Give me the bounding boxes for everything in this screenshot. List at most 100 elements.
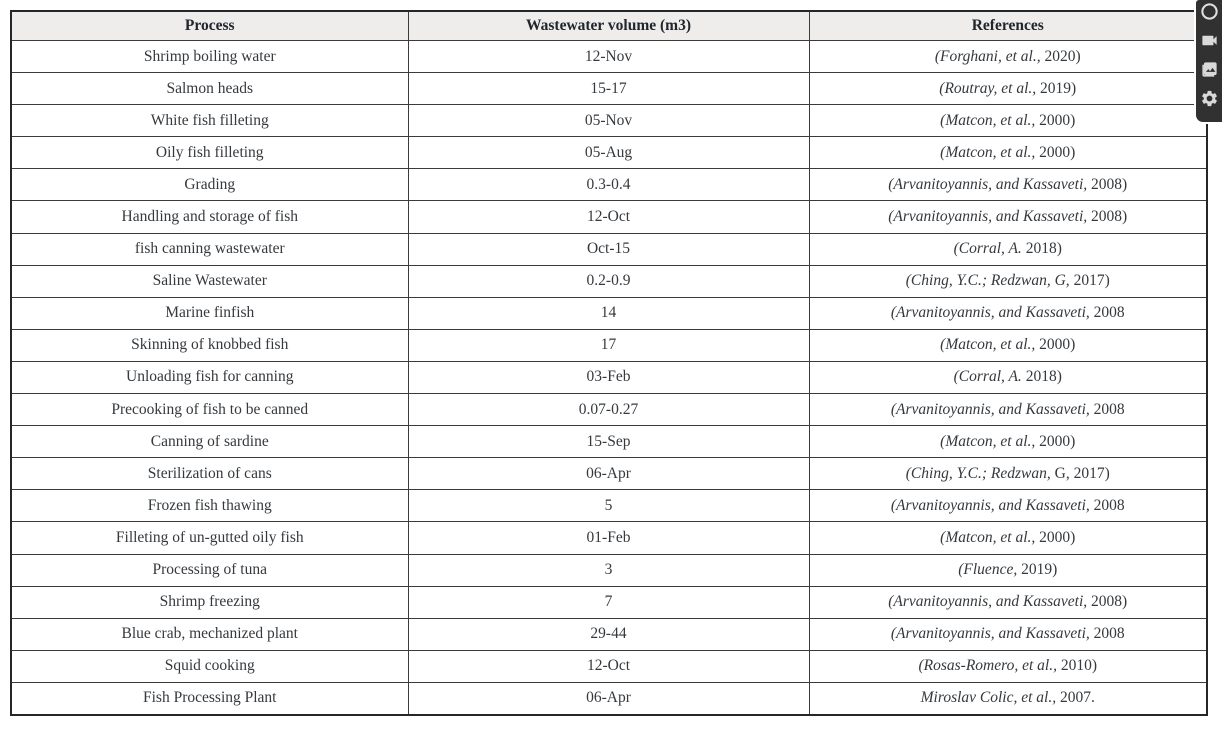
reference-cell: (Matcon, et al., 2000) bbox=[808, 136, 1208, 170]
reference-cell: (Ching, Y.C.; Redzwan, G, 2017) bbox=[808, 457, 1208, 491]
process-cell: Fish Processing Plant bbox=[10, 681, 409, 716]
reference-year: 2008 bbox=[1089, 304, 1125, 322]
table-row: Precooking of fish to be canned 0.07-0.2… bbox=[10, 393, 1208, 427]
reference-year: 2019) bbox=[1017, 561, 1058, 579]
volume-cell: 14 bbox=[407, 296, 810, 330]
volume-cell: 7 bbox=[407, 585, 810, 619]
process-cell: Sterilization of cans bbox=[10, 457, 409, 491]
volume-cell: 05-Aug bbox=[407, 136, 810, 170]
process-cell: Oily fish filleting bbox=[10, 136, 409, 170]
table-row: Shrimp boiling water 12-Nov (Forghani, e… bbox=[10, 39, 1208, 74]
table-row: Handling and storage of fish 12-Oct (Arv… bbox=[10, 200, 1208, 234]
volume-cell: Oct-15 bbox=[407, 232, 810, 266]
process-cell: Unloading fish for canning bbox=[10, 360, 409, 395]
process-cell: Shrimp boiling water bbox=[10, 39, 409, 74]
volume-cell: 12-Oct bbox=[407, 649, 810, 683]
volume-cell: 0.07-0.27 bbox=[407, 393, 810, 427]
reference-cell: (Rosas-Romero, et al., 2010) bbox=[808, 649, 1208, 683]
reference-year: 2017) bbox=[1069, 272, 1110, 290]
reference-italic: (Matcon, et al., bbox=[940, 528, 1036, 546]
table-row: Oily fish filleting 05-Aug (Matcon, et a… bbox=[10, 136, 1208, 170]
process-cell: Processing of tuna bbox=[10, 553, 409, 587]
image-capture-button[interactable] bbox=[1199, 60, 1219, 79]
reference-italic: (Corral, A. bbox=[953, 368, 1022, 386]
reference-cell: (Forghani, et al., 2020) bbox=[808, 39, 1208, 74]
process-cell: Saline Wastewater bbox=[10, 264, 409, 298]
col-header-volume: Wastewater volume (m3) bbox=[407, 10, 810, 41]
table-row: Grading 0.3-0.4 (Arvanitoyannis, and Kas… bbox=[10, 168, 1208, 202]
reference-cell: (Matcon, et al., 2000) bbox=[808, 521, 1208, 555]
reference-italic: (Arvanitoyannis, and Kassaveti, bbox=[888, 208, 1088, 226]
reference-italic: (Arvanitoyannis, and Kassaveti, bbox=[890, 304, 1090, 322]
record-circle-button[interactable] bbox=[1199, 2, 1219, 21]
table-row: fish canning wastewater Oct-15 (Corral, … bbox=[10, 232, 1208, 266]
volume-cell: 01-Feb bbox=[407, 521, 810, 555]
volume-cell: 29-44 bbox=[407, 617, 810, 651]
col-header-references: References bbox=[808, 10, 1208, 41]
table-row: Processing of tuna 3 (Fluence, 2019) bbox=[10, 553, 1208, 587]
volume-cell: 3 bbox=[407, 553, 810, 587]
process-cell: Precooking of fish to be canned bbox=[10, 393, 409, 427]
reference-cell: (Matcon, et al., 2000) bbox=[808, 104, 1208, 138]
reference-italic: (Matcon, et al., bbox=[940, 336, 1036, 354]
volume-cell: 15-17 bbox=[407, 72, 810, 106]
reference-cell: (Ching, Y.C.; Redzwan, G, 2017) bbox=[808, 264, 1208, 298]
reference-year: 2008 bbox=[1089, 400, 1125, 418]
reference-cell: (Arvanitoyannis, and Kassaveti, 2008 bbox=[808, 489, 1208, 523]
process-cell: Salmon heads bbox=[10, 72, 409, 106]
volume-cell: 06-Apr bbox=[407, 457, 810, 491]
volume-cell: 12-Nov bbox=[407, 39, 810, 74]
reference-italic: (Ching, Y.C.; Redzwan, G, bbox=[905, 272, 1070, 290]
reference-year: 2007. bbox=[1056, 689, 1095, 707]
reference-italic: (Ching, Y.C.; Redzwan, bbox=[905, 464, 1051, 482]
reference-italic: (Fluence, bbox=[958, 561, 1018, 579]
reference-year: 2008 bbox=[1089, 625, 1125, 643]
reference-cell: (Arvanitoyannis, and Kassaveti, 2008) bbox=[808, 585, 1208, 619]
reference-cell: (Corral, A. 2018) bbox=[808, 360, 1208, 395]
reference-year: 2008) bbox=[1087, 593, 1128, 611]
reference-italic: (Arvanitoyannis, and Kassaveti, bbox=[890, 625, 1090, 643]
table-row: Blue crab, mechanized plant 29-44 (Arvan… bbox=[10, 617, 1208, 651]
reference-year: 2000) bbox=[1035, 432, 1076, 450]
reference-italic: (Arvanitoyannis, and Kassaveti, bbox=[888, 593, 1088, 611]
volume-cell: 5 bbox=[407, 489, 810, 523]
reference-year: 2020) bbox=[1040, 47, 1081, 65]
process-cell: fish canning wastewater bbox=[10, 232, 409, 266]
extension-toolbar bbox=[1196, 0, 1222, 122]
reference-cell: (Fluence, 2019) bbox=[808, 553, 1208, 587]
reference-cell: (Corral, A. 2018) bbox=[808, 232, 1208, 266]
reference-year: 2000) bbox=[1035, 143, 1076, 161]
table-row: Salmon heads 15-17 (Routray, et al., 201… bbox=[10, 72, 1208, 106]
table-row: Canning of sardine 15-Sep (Matcon, et al… bbox=[10, 425, 1208, 459]
reference-cell: Miroslav Colic, et al., 2007. bbox=[808, 681, 1208, 716]
reference-year: 2018) bbox=[1021, 368, 1062, 386]
reference-year: 2008) bbox=[1087, 208, 1128, 226]
table-row: Marine finfish 14 (Arvanitoyannis, and K… bbox=[10, 296, 1208, 330]
volume-cell: 0.2-0.9 bbox=[407, 264, 810, 298]
video-camera-button[interactable] bbox=[1199, 31, 1219, 50]
table-row: Filleting of un-gutted oily fish 01-Feb … bbox=[10, 521, 1208, 555]
reference-italic: (Rosas-Romero, et al., bbox=[918, 657, 1057, 675]
reference-cell: (Matcon, et al., 2000) bbox=[808, 425, 1208, 459]
process-cell: Frozen fish thawing bbox=[10, 489, 409, 523]
video-camera-icon bbox=[1201, 35, 1217, 46]
volume-cell: 05-Nov bbox=[407, 104, 810, 138]
reference-italic: (Arvanitoyannis, and Kassaveti, bbox=[888, 175, 1088, 193]
table-row: Skinning of knobbed fish 17 (Matcon, et … bbox=[10, 328, 1208, 362]
reference-italic: (Arvanitoyannis, and Kassaveti, bbox=[890, 496, 1090, 514]
wastewater-table: Process Wastewater volume (m3) Reference… bbox=[10, 10, 1208, 716]
reference-italic: (Corral, A. bbox=[953, 240, 1022, 258]
table-row: Unloading fish for canning 03-Feb (Corra… bbox=[10, 360, 1208, 395]
volume-cell: 06-Apr bbox=[407, 681, 810, 716]
reference-year: 2000) bbox=[1035, 336, 1076, 354]
reference-year: 2008) bbox=[1087, 175, 1128, 193]
process-cell: Grading bbox=[10, 168, 409, 202]
settings-button[interactable] bbox=[1199, 89, 1219, 108]
reference-year: 2000) bbox=[1035, 111, 1076, 129]
table-row: Sterilization of cans 06-Apr (Ching, Y.C… bbox=[10, 457, 1208, 491]
process-cell: White fish filleting bbox=[10, 104, 409, 138]
circle-icon bbox=[1200, 3, 1218, 20]
reference-cell: (Routray, et al., 2019) bbox=[808, 72, 1208, 106]
reference-cell: (Matcon, et al., 2000) bbox=[808, 328, 1208, 362]
